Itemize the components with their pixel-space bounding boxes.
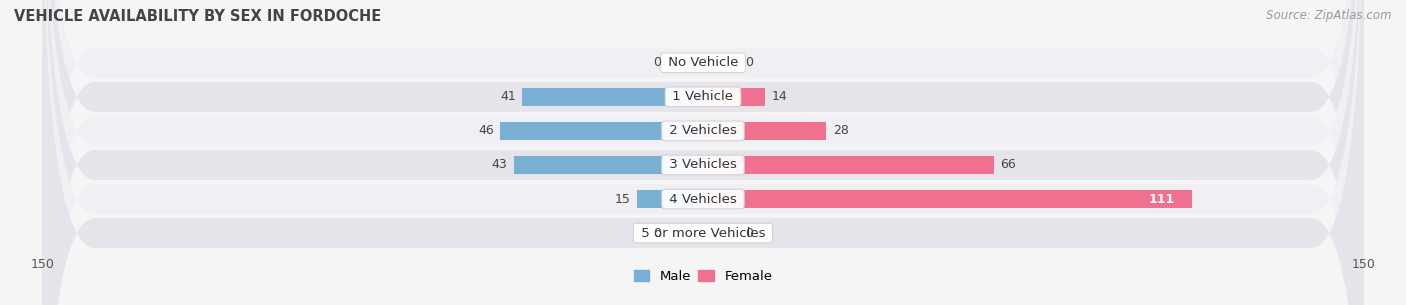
FancyBboxPatch shape — [42, 0, 1364, 305]
Text: 111: 111 — [1149, 192, 1174, 206]
Text: 46: 46 — [478, 124, 494, 137]
Text: 0: 0 — [745, 227, 752, 239]
Bar — [501, 122, 703, 140]
Text: 14: 14 — [772, 90, 787, 103]
FancyBboxPatch shape — [42, 0, 1364, 305]
Bar — [703, 54, 738, 72]
FancyBboxPatch shape — [42, 0, 1364, 305]
FancyBboxPatch shape — [42, 0, 1364, 305]
Text: 5 or more Vehicles: 5 or more Vehicles — [637, 227, 769, 239]
Text: 41: 41 — [501, 90, 516, 103]
Text: 0: 0 — [654, 56, 661, 69]
Bar — [668, 224, 703, 242]
Legend: Male, Female: Male, Female — [628, 265, 778, 289]
Text: Source: ZipAtlas.com: Source: ZipAtlas.com — [1267, 9, 1392, 22]
Text: 1 Vehicle: 1 Vehicle — [668, 90, 738, 103]
Text: 15: 15 — [614, 192, 630, 206]
Text: No Vehicle: No Vehicle — [664, 56, 742, 69]
Bar — [703, 224, 738, 242]
Bar — [703, 122, 827, 140]
FancyBboxPatch shape — [42, 0, 1364, 305]
Text: 66: 66 — [1001, 159, 1017, 171]
Bar — [513, 156, 703, 174]
Bar — [668, 54, 703, 72]
Bar — [703, 190, 1192, 208]
Bar — [703, 88, 765, 106]
Text: 4 Vehicles: 4 Vehicles — [665, 192, 741, 206]
Text: VEHICLE AVAILABILITY BY SEX IN FORDOCHE: VEHICLE AVAILABILITY BY SEX IN FORDOCHE — [14, 9, 381, 24]
Text: 0: 0 — [745, 56, 752, 69]
Bar — [703, 156, 994, 174]
Bar — [523, 88, 703, 106]
Text: 0: 0 — [654, 227, 661, 239]
Text: 28: 28 — [832, 124, 849, 137]
FancyBboxPatch shape — [42, 0, 1364, 305]
Text: 3 Vehicles: 3 Vehicles — [665, 159, 741, 171]
Text: 2 Vehicles: 2 Vehicles — [665, 124, 741, 137]
Text: 43: 43 — [491, 159, 508, 171]
Bar — [637, 190, 703, 208]
